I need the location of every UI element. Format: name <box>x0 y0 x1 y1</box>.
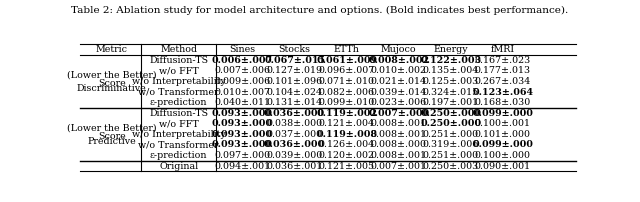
Text: 0.008±.002: 0.008±.002 <box>368 56 429 65</box>
Text: 0.006±.007: 0.006±.007 <box>212 56 273 65</box>
Text: 0.099±.000: 0.099±.000 <box>472 140 533 149</box>
Text: 0.010±.002: 0.010±.002 <box>371 66 427 75</box>
Text: 0.251±.000: 0.251±.000 <box>422 130 479 139</box>
Text: 0.093±.000: 0.093±.000 <box>212 109 273 118</box>
Text: (Lower the Better): (Lower the Better) <box>67 123 157 132</box>
Text: Predictive: Predictive <box>88 137 136 145</box>
Text: 0.093±.000: 0.093±.000 <box>212 119 273 128</box>
Text: 0.097±.000: 0.097±.000 <box>214 151 271 160</box>
Text: Diffusion-TS: Diffusion-TS <box>149 109 208 118</box>
Text: w/o FFT: w/o FFT <box>159 66 198 75</box>
Text: 0.120±.002: 0.120±.002 <box>319 151 374 160</box>
Text: 0.251±.000: 0.251±.000 <box>422 151 479 160</box>
Text: 0.008±.001: 0.008±.001 <box>371 151 427 160</box>
Text: 0.038±.000: 0.038±.000 <box>266 119 323 128</box>
Text: 0.100±.001: 0.100±.001 <box>475 119 531 128</box>
Text: ETTh: ETTh <box>333 45 360 54</box>
Text: 0.096±.007: 0.096±.007 <box>319 66 375 75</box>
Text: 0.071±.010: 0.071±.010 <box>319 77 374 86</box>
Text: Diffusion-TS: Diffusion-TS <box>149 56 208 65</box>
Text: 0.121±.005: 0.121±.005 <box>319 162 374 171</box>
Text: 0.008±.001: 0.008±.001 <box>371 119 427 128</box>
Text: Score: Score <box>98 132 125 141</box>
Text: 0.121±.004: 0.121±.004 <box>319 119 374 128</box>
Text: 0.039±.014: 0.039±.014 <box>371 87 427 97</box>
Text: 0.100±.000: 0.100±.000 <box>475 151 531 160</box>
Text: 0.250±.000: 0.250±.000 <box>420 119 481 128</box>
Text: Method: Method <box>160 45 197 54</box>
Text: 0.101±.096: 0.101±.096 <box>266 77 323 86</box>
Text: Stocks: Stocks <box>278 45 310 54</box>
Text: 0.021±.014: 0.021±.014 <box>371 77 427 86</box>
Text: ε-prediction: ε-prediction <box>150 151 207 160</box>
Text: 0.250±.000: 0.250±.000 <box>420 109 481 118</box>
Text: 0.324±.015: 0.324±.015 <box>422 87 479 97</box>
Text: 0.099±.010: 0.099±.010 <box>319 98 375 107</box>
Text: 0.009±.006: 0.009±.006 <box>214 77 271 86</box>
Text: w/o FFT: w/o FFT <box>159 119 198 128</box>
Text: 0.126±.004: 0.126±.004 <box>319 140 374 149</box>
Text: Sines: Sines <box>229 45 255 54</box>
Text: 0.125±.003: 0.125±.003 <box>422 77 479 86</box>
Text: 0.007±.006: 0.007±.006 <box>214 66 271 75</box>
Text: 0.036±.000: 0.036±.000 <box>264 109 325 118</box>
Text: Mujoco: Mujoco <box>381 45 417 54</box>
Text: 0.122±.003: 0.122±.003 <box>420 56 481 65</box>
Text: Original: Original <box>159 162 198 171</box>
Text: 0.094±.001: 0.094±.001 <box>214 162 271 171</box>
Text: 0.197±.001: 0.197±.001 <box>422 98 479 107</box>
Text: 0.127±.019: 0.127±.019 <box>266 66 323 75</box>
Text: 0.267±.034: 0.267±.034 <box>475 77 531 86</box>
Text: Score: Score <box>98 79 125 88</box>
Text: fMRI: fMRI <box>491 45 515 54</box>
Text: 0.039±.000: 0.039±.000 <box>266 151 323 160</box>
Text: 0.036±.001: 0.036±.001 <box>266 162 323 171</box>
Text: 0.177±.013: 0.177±.013 <box>475 66 531 75</box>
Text: w/o Transformer: w/o Transformer <box>138 140 219 149</box>
Text: 0.131±.014: 0.131±.014 <box>266 98 323 107</box>
Text: 0.061±.009: 0.061±.009 <box>316 56 377 65</box>
Text: 0.099±.000: 0.099±.000 <box>472 109 533 118</box>
Text: 0.040±.011: 0.040±.011 <box>214 98 271 107</box>
Text: 0.101±.000: 0.101±.000 <box>475 130 531 139</box>
Text: 0.010±.007: 0.010±.007 <box>214 87 271 97</box>
Text: 0.319±.006: 0.319±.006 <box>422 140 479 149</box>
Text: (Lower the Better): (Lower the Better) <box>67 70 157 79</box>
Text: 0.036±.000: 0.036±.000 <box>264 140 325 149</box>
Text: 0.119±.002: 0.119±.002 <box>316 109 377 118</box>
Text: 0.082±.006: 0.082±.006 <box>319 87 374 97</box>
Text: 0.037±.000: 0.037±.000 <box>266 130 323 139</box>
Text: ε-prediction: ε-prediction <box>150 98 207 107</box>
Text: 0.250±.003: 0.250±.003 <box>422 162 479 171</box>
Text: 0.093±.000: 0.093±.000 <box>212 140 273 149</box>
Text: 0.007±.000: 0.007±.000 <box>368 109 429 118</box>
Text: 0.023±.006: 0.023±.006 <box>371 98 427 107</box>
Text: w/o Interpretability: w/o Interpretability <box>132 77 226 86</box>
Text: 0.008±.001: 0.008±.001 <box>371 130 427 139</box>
Text: 0.008±.000: 0.008±.000 <box>371 140 427 149</box>
Text: w/o Interpretability: w/o Interpretability <box>132 130 226 139</box>
Text: 0.093±.000: 0.093±.000 <box>212 130 273 139</box>
Text: 0.104±.024: 0.104±.024 <box>266 87 323 97</box>
Text: 0.090±.001: 0.090±.001 <box>475 162 531 171</box>
Text: 0.123±.064: 0.123±.064 <box>472 87 533 97</box>
Text: Metric: Metric <box>96 45 128 54</box>
Text: 0.119±.008: 0.119±.008 <box>316 130 377 139</box>
Text: Energy: Energy <box>433 45 468 54</box>
Text: 0.168±.030: 0.168±.030 <box>475 98 531 107</box>
Text: Table 2: Ablation study for model architecture and options. (Bold indicates best: Table 2: Ablation study for model archit… <box>72 6 568 15</box>
Text: 0.135±.004: 0.135±.004 <box>422 66 479 75</box>
Text: 0.167±.023: 0.167±.023 <box>475 56 531 65</box>
Text: Discriminative: Discriminative <box>77 84 147 93</box>
Text: 0.007±.001: 0.007±.001 <box>371 162 427 171</box>
Text: 0.067±.015: 0.067±.015 <box>264 56 325 65</box>
Text: w/o Transformer: w/o Transformer <box>138 87 219 97</box>
